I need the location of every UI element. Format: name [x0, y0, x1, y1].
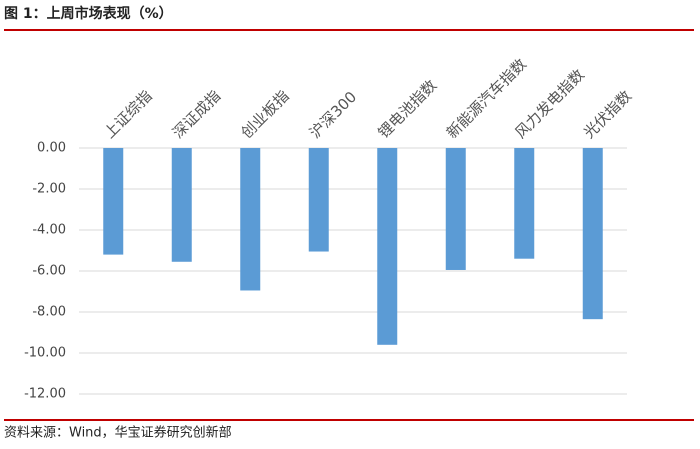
bar: [582, 148, 603, 320]
y-tick-label: 0.00: [37, 141, 66, 156]
x-tick-label: 深证成指: [169, 87, 224, 142]
y-tick-label: -6.00: [32, 264, 66, 279]
y-tick-label: -4.00: [32, 223, 66, 238]
bar: [171, 148, 192, 262]
source-note: 资料来源：Wind，华宝证券研究创新部: [4, 425, 232, 441]
y-tick-label: -8.00: [32, 305, 66, 320]
x-tick-label: 上证综指: [101, 87, 156, 142]
y-tick-label: -12.00: [24, 387, 66, 402]
y-tick-label: -10.00: [24, 346, 66, 361]
bar: [514, 148, 535, 259]
x-tick-label: 锂电池指数: [375, 76, 441, 142]
bar: [308, 148, 329, 252]
x-tick-label: 创业板指: [238, 87, 293, 142]
bar: [445, 148, 466, 270]
x-tick-label: 沪深300: [306, 88, 360, 142]
y-tick-label: -2.00: [32, 182, 66, 197]
x-tick-label: 光伏指数: [580, 87, 635, 142]
chart-title: 图 1：上周市场表现（%）: [4, 5, 173, 22]
bar: [240, 148, 261, 291]
bar: [103, 148, 124, 255]
x-tick-label: 风力发电指数: [512, 66, 588, 142]
bar: [377, 148, 398, 345]
